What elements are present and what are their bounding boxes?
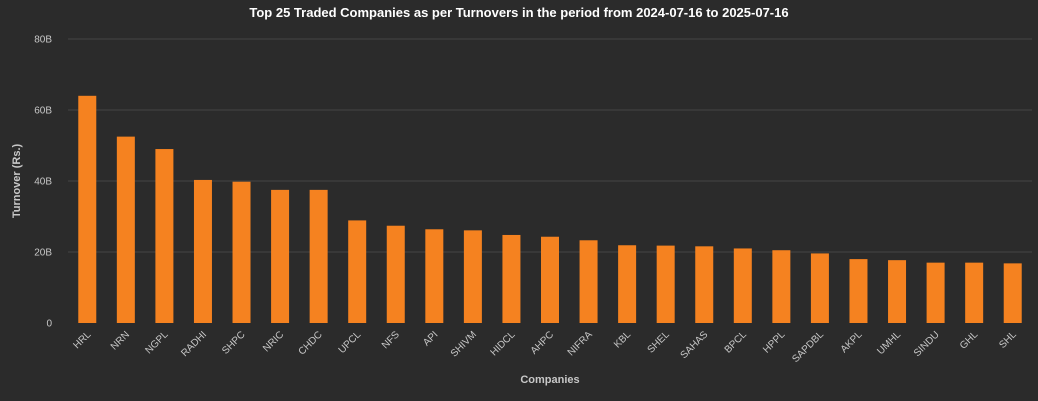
x-axis-title: Companies	[520, 374, 579, 386]
x-tick-label: SAPDBL	[790, 329, 826, 365]
x-tick-label: HIDCL	[489, 329, 518, 358]
x-tick-label: GHL	[958, 329, 981, 352]
bar-kbl[interactable]	[618, 245, 637, 323]
x-tick-label: NRN	[109, 329, 132, 352]
x-tick-label: SHL	[997, 329, 1019, 351]
bar-nrn[interactable]	[116, 136, 135, 323]
y-tick-label: 20B	[34, 248, 52, 259]
y-tick-label: 80B	[34, 35, 52, 46]
x-tick-label: UMHL	[875, 329, 903, 357]
x-tick-label: CHDC	[297, 329, 325, 357]
x-tick-label: KBL	[612, 329, 633, 350]
chart-title: Top 25 Traded Companies as per Turnovers…	[249, 5, 788, 20]
x-tick-label: BPCL	[723, 329, 750, 356]
bar-radhi[interactable]	[193, 179, 212, 323]
bar-hidcl[interactable]	[502, 234, 521, 323]
bar-chdc[interactable]	[309, 189, 328, 323]
y-tick-label: 0	[46, 319, 52, 330]
bar-ngpl[interactable]	[155, 149, 174, 323]
bar-ahpc[interactable]	[541, 236, 559, 323]
bar-upcl[interactable]	[348, 220, 367, 323]
bars	[78, 95, 1022, 323]
y-tick-label: 60B	[34, 106, 52, 117]
x-tick-label: SINDU	[912, 329, 942, 359]
x-tick-label: SHIVM	[449, 329, 479, 359]
x-tick-label: NIFRA	[566, 329, 595, 358]
y-axis-title: Turnover (Rs.)	[11, 143, 23, 218]
bar-sapdbl[interactable]	[810, 253, 829, 323]
bar-hrl[interactable]	[78, 95, 97, 323]
x-tick-label: HRL	[71, 329, 93, 351]
x-axis-ticks: HRL NRN NGPL RADHI SHPC NRIC CHDC UPCL NFS API SHI…	[71, 329, 1019, 365]
bar-api[interactable]	[425, 229, 444, 323]
x-tick-label: RADHI	[179, 329, 209, 359]
bar-shel[interactable]	[656, 245, 675, 323]
x-tick-label: NGPL	[143, 329, 170, 356]
bar-hppl[interactable]	[772, 250, 791, 323]
bar-sahas[interactable]	[695, 246, 714, 323]
x-tick-label: AKPL	[839, 329, 865, 355]
x-tick-label: NRIC	[261, 329, 286, 354]
y-tick-label: 40B	[34, 177, 52, 188]
x-tick-label: SHEL	[646, 329, 673, 356]
gridlines	[68, 38, 1032, 253]
x-tick-label: SAHAS	[679, 329, 711, 361]
bar-shivm[interactable]	[463, 230, 482, 323]
bar-shl[interactable]	[1003, 263, 1022, 323]
bar-sindu[interactable]	[926, 262, 945, 323]
bar-bpcl[interactable]	[733, 248, 752, 323]
bar-umhl[interactable]	[888, 260, 907, 323]
bar-nifra[interactable]	[579, 240, 598, 323]
bar-nfs[interactable]	[386, 225, 405, 323]
bar-shpc[interactable]	[232, 181, 251, 323]
x-tick-label: API	[421, 329, 440, 348]
x-tick-label: HPPL	[761, 329, 788, 356]
bar-ghl[interactable]	[965, 262, 984, 323]
x-tick-label: SHPC	[220, 329, 247, 356]
bar-akpl[interactable]	[849, 259, 868, 323]
x-tick-label: UPCL	[337, 329, 364, 356]
x-tick-label: AHPC	[529, 329, 556, 356]
x-tick-label: NFS	[380, 329, 402, 351]
y-axis-ticks: 0 20B 40B 60B 80B	[34, 35, 52, 330]
bar-nric[interactable]	[271, 189, 290, 323]
